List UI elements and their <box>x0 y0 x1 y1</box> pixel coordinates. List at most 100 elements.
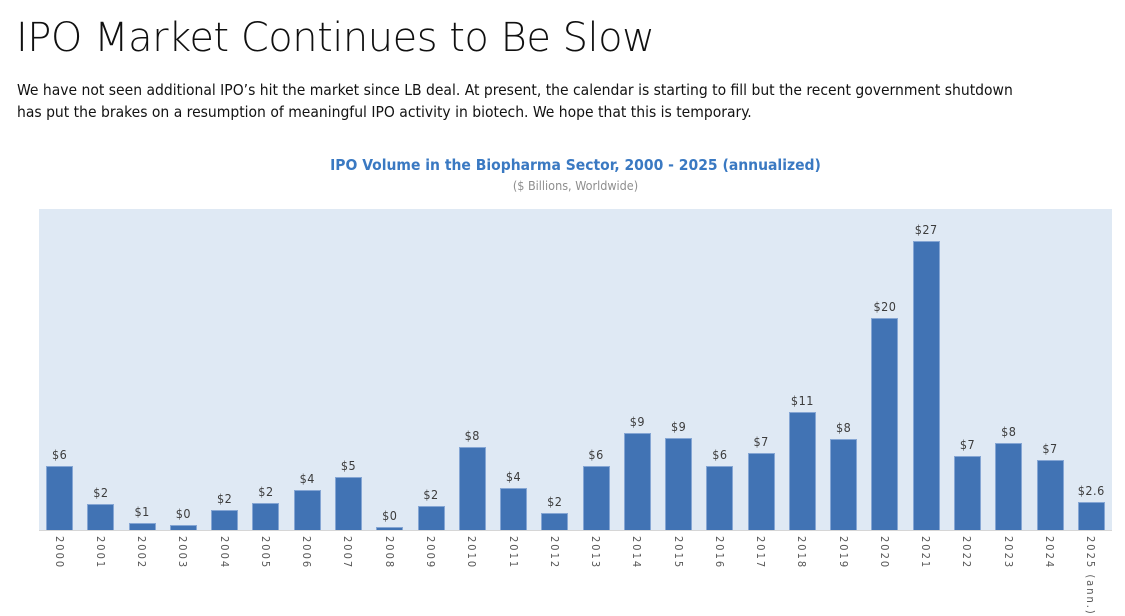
chart-subtitle: ($ Billions, Worldwide) <box>512 178 639 193</box>
x-axis-label: 2002 <box>122 531 163 601</box>
bar <box>747 452 775 530</box>
x-axis-label-text: 2008 <box>382 536 396 570</box>
x-axis: 2000 2001 2002 2003 2004 2005 2006 2007 2008 2009… <box>39 531 1112 616</box>
x-axis-label: 2013 <box>575 531 616 601</box>
x-axis-label: 2022 <box>947 531 988 601</box>
bar-column: $0 <box>369 209 410 530</box>
x-axis-label: 2017 <box>741 531 782 601</box>
bar-value-label: $0 <box>382 507 398 523</box>
bar <box>500 488 528 530</box>
bar-value-label: $11 <box>790 392 814 408</box>
bar <box>871 317 899 530</box>
page-title: IPO Market Continues to Be Slow <box>16 15 655 61</box>
bar-column: $7 <box>1029 209 1070 530</box>
bar-value-label: $20 <box>873 298 897 314</box>
bar-column: $8 <box>823 209 864 530</box>
x-axis-label-text: 2021 <box>919 536 933 570</box>
bar <box>293 490 321 530</box>
bar-value-label: $4 <box>299 471 315 487</box>
x-axis-label-text: 2006 <box>300 536 314 570</box>
intro-line-2: has put the brakes on a resumption of me… <box>17 102 752 121</box>
bar-value-label: $7 <box>753 433 769 449</box>
bar <box>252 503 280 530</box>
x-axis-label: 2010 <box>452 531 493 601</box>
bar-value-label: $6 <box>712 446 728 462</box>
bar-column: $2 <box>204 209 245 530</box>
bar <box>706 465 734 530</box>
bar <box>211 509 239 530</box>
x-axis-label: 2009 <box>410 531 451 601</box>
x-axis-label: 2001 <box>80 531 121 601</box>
x-axis-label-text: 2012 <box>547 536 561 570</box>
bar-column: $6 <box>39 209 80 530</box>
bar <box>458 447 486 530</box>
bar-value-label: $8 <box>836 419 852 435</box>
x-axis-label-text: 2016 <box>712 536 726 570</box>
x-axis-label-text: 2003 <box>176 536 190 570</box>
bar-value-label: $2 <box>258 484 274 500</box>
bar-column: $2.6 <box>1071 209 1112 530</box>
x-axis-label-text: 2000 <box>52 536 66 570</box>
bar-value-label: $2.6 <box>1077 483 1105 499</box>
bar <box>582 465 610 530</box>
x-axis-label: 2021 <box>906 531 947 601</box>
bar-column: $5 <box>328 209 369 530</box>
bar-column: $8 <box>452 209 493 530</box>
bar <box>912 241 940 530</box>
bar-value-label: $27 <box>914 222 938 238</box>
bar <box>623 433 651 530</box>
x-axis-label: 2012 <box>534 531 575 601</box>
bar <box>169 525 197 530</box>
bar-value-label: $8 <box>464 428 480 444</box>
bar-column: $20 <box>864 209 905 530</box>
bar-column: $11 <box>782 209 823 530</box>
x-axis-label: 2019 <box>823 531 864 601</box>
bar-column: $27 <box>906 209 947 530</box>
x-axis-label-text: 2018 <box>795 536 809 570</box>
bar-column: $2 <box>410 209 451 530</box>
bar-column: $2 <box>534 209 575 530</box>
bar-column: $6 <box>699 209 740 530</box>
x-axis-label-text: 2020 <box>877 536 891 570</box>
bar-column: $9 <box>658 209 699 530</box>
bar <box>1036 460 1064 530</box>
bar-value-label: $1 <box>134 503 150 519</box>
bar-value-label: $9 <box>670 418 687 434</box>
bar-value-label: $7 <box>1042 441 1058 457</box>
x-axis-label: 2015 <box>658 531 699 601</box>
x-axis-label-text: 2011 <box>506 536 520 570</box>
x-axis-label: 2003 <box>163 531 204 601</box>
bar <box>541 512 569 530</box>
bar-value-label: $0 <box>175 506 192 522</box>
bar <box>46 465 74 530</box>
bar-column: $2 <box>80 209 121 530</box>
x-axis-label-text: 2004 <box>217 536 231 570</box>
bar-value-label: $2 <box>217 490 233 506</box>
bar <box>334 477 362 530</box>
x-axis-label-text: 2022 <box>960 536 974 570</box>
bar-value-label: $6 <box>588 446 604 462</box>
x-axis-label-text: 2009 <box>424 536 438 570</box>
bar <box>417 506 445 530</box>
x-axis-label-text: 2013 <box>589 536 603 570</box>
x-axis-label-text: 2023 <box>1001 536 1015 570</box>
x-axis-label-text: 2001 <box>93 536 107 570</box>
bar-value-label: $6 <box>51 446 68 462</box>
bar-column: $1 <box>122 209 163 530</box>
bar <box>788 411 816 530</box>
intro-line-1: We have not seen additional IPO’s hit th… <box>17 81 1013 99</box>
x-axis-label: 2014 <box>617 531 658 601</box>
bar-value-label: $2 <box>93 485 109 501</box>
x-axis-label: 2000 <box>39 531 80 601</box>
bar-value-label: $8 <box>1001 424 1017 440</box>
x-axis-label-text: 2014 <box>630 536 644 570</box>
bar-column: $7 <box>741 209 782 530</box>
bar-column: $8 <box>988 209 1029 530</box>
bar-column: $6 <box>575 209 616 530</box>
x-axis-label-text: 2005 <box>258 536 272 570</box>
x-axis-label: 2024 <box>1029 531 1070 601</box>
x-axis-label-text: 2007 <box>341 536 355 570</box>
bar <box>830 438 858 530</box>
bar-column: $4 <box>287 209 328 530</box>
bar-value-label: $4 <box>505 469 522 485</box>
